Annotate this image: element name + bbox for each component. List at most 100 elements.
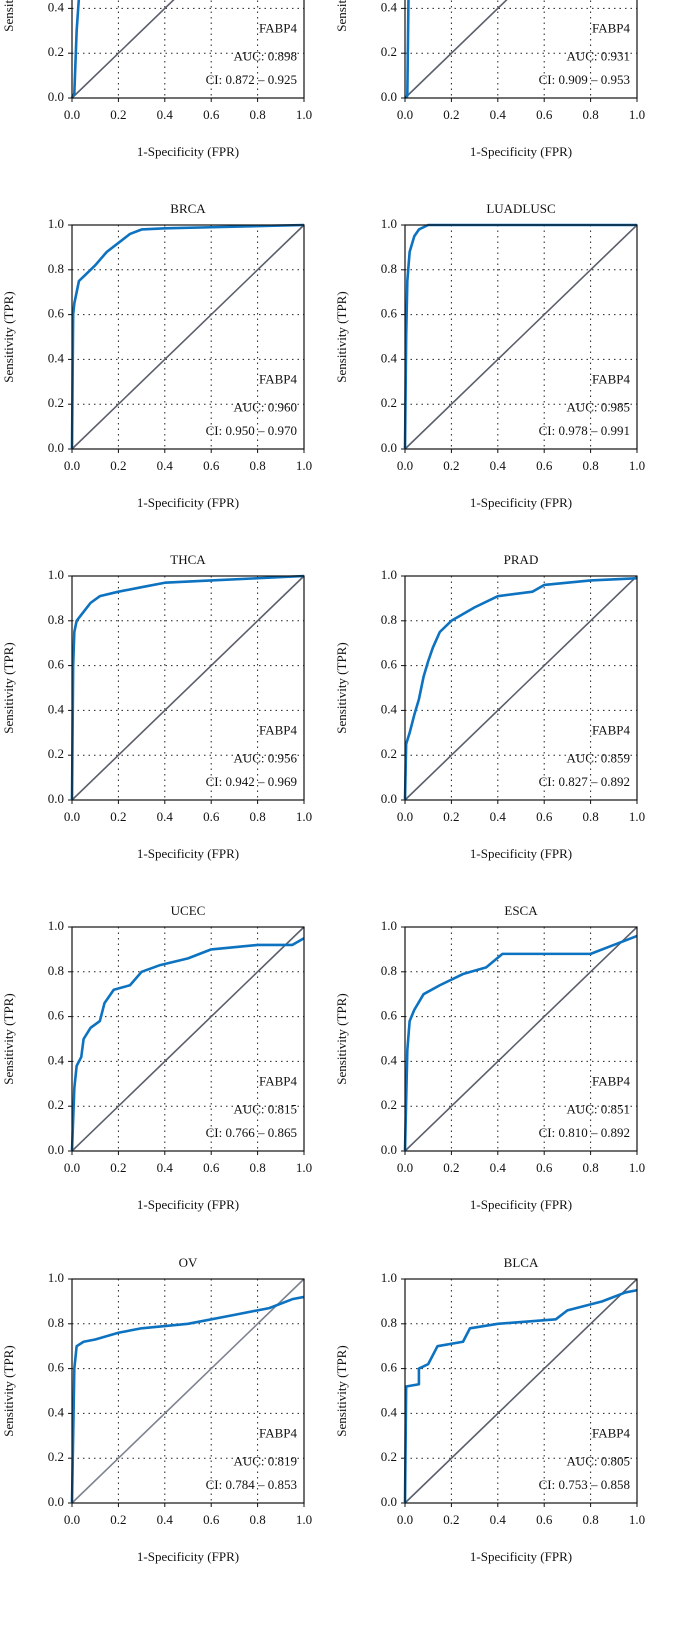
y-tick-label: 0.6 — [381, 1360, 398, 1375]
roc-panel: 0.00.20.40.60.81.00.00.20.40.60.81.01-Sp… — [1, 0, 312, 159]
x-tick-label: 1.0 — [629, 1160, 645, 1175]
x-tick-label: 0.6 — [203, 1512, 220, 1527]
annotation: FABP4 — [592, 372, 631, 387]
panel-title: OV — [179, 1255, 198, 1270]
y-tick-label: 0.4 — [48, 1052, 65, 1067]
x-tick-label: 0.8 — [582, 458, 598, 473]
x-tick-label: 1.0 — [296, 809, 312, 824]
y-tick-label: 0.8 — [381, 612, 397, 627]
y-tick-label: 0.2 — [381, 1097, 397, 1112]
x-tick-label: 0.8 — [582, 809, 598, 824]
annotation: CI: 0.784 – 0.853 — [206, 1477, 297, 1492]
panel-title: BLCA — [504, 1255, 539, 1270]
x-tick-label: 0.8 — [582, 1160, 598, 1175]
y-axis-label: Sensitivity (TPR) — [334, 993, 349, 1084]
y-tick-label: 0.4 — [48, 0, 65, 14]
reference-line — [404, 0, 508, 99]
x-tick-label: 0.2 — [110, 458, 126, 473]
x-tick-label: 0.8 — [582, 1512, 598, 1527]
x-axis-label: 1-Specificity (FPR) — [470, 1197, 572, 1212]
y-tick-label: 0.8 — [381, 1315, 397, 1330]
roc-panel: PRAD 0.0 0.2 0.4 0.6 0.8 1.0 0.0 0.2 0.4 0.6 0.8 1.0… — [334, 552, 645, 861]
annotation: CI: 0.766 – 0.865 — [206, 1125, 297, 1140]
x-tick-label: 0.2 — [443, 1160, 459, 1175]
x-tick-label: 0.6 — [536, 458, 553, 473]
x-tick-label: 1.0 — [629, 458, 645, 473]
annotation: AUC: 0.819 — [233, 1454, 297, 1469]
y-tick-label: 0.0 — [381, 89, 397, 104]
roc-panel: 0.00.20.40.60.81.00.00.20.40.60.81.01-Sp… — [334, 0, 645, 159]
x-tick-label: 0.2 — [443, 458, 459, 473]
roc-panel: ESCA 0.0 0.2 0.4 0.6 0.8 1.0 0.0 0.2 0.4 0.6 0.8 1.0… — [334, 903, 645, 1212]
y-tick-label: 1.0 — [48, 567, 64, 582]
plot-frame — [71, 926, 305, 1152]
plot-frame — [404, 1278, 638, 1504]
x-tick-label: 0.4 — [157, 809, 174, 824]
y-tick-label: 0.0 — [48, 791, 64, 806]
y-tick-label: 1.0 — [381, 1270, 397, 1285]
plot-frame — [404, 224, 638, 450]
plot-frame — [404, 0, 638, 99]
x-tick-label: 0.0 — [64, 107, 80, 122]
roc-curve — [70, 223, 305, 450]
annotation: AUC: 0.985 — [566, 400, 630, 415]
roc-curve — [70, 1295, 305, 1504]
x-tick-label: 1.0 — [296, 1512, 312, 1527]
y-axis-label: Sensitivity (TPR) — [1, 642, 16, 733]
y-axis-label: Sensitivity (TPR) — [334, 0, 349, 32]
roc-panel: UCEC 0.0 0.2 0.4 0.6 0.8 1.0 0.0 0.2 0.4 0.6 0.8 1.0… — [1, 903, 312, 1212]
annotation: FABP4 — [259, 1074, 298, 1089]
x-tick-label: 0.4 — [157, 458, 174, 473]
roc-panel: BRCA 0.0 0.2 0.4 0.6 0.8 1.0 0.0 0.2 0.4 0.6 0.8 1.0… — [1, 201, 312, 510]
x-tick-label: 0.2 — [110, 107, 126, 122]
y-tick-label: 0.4 — [381, 1052, 398, 1067]
y-tick-label: 1.0 — [381, 918, 397, 933]
annotation: CI: 0.827 – 0.892 — [539, 774, 630, 789]
y-tick-label: 0.2 — [48, 1097, 64, 1112]
y-tick-label: 0.6 — [48, 306, 65, 321]
x-tick-label: 0.6 — [203, 458, 220, 473]
x-tick-label: 0.6 — [536, 1512, 553, 1527]
x-tick-label: 0.4 — [490, 1160, 507, 1175]
x-axis-label: 1-Specificity (FPR) — [470, 846, 572, 861]
annotation: CI: 0.978 – 0.991 — [539, 423, 630, 438]
y-tick-label: 1.0 — [48, 918, 64, 933]
x-tick-label: 0.4 — [490, 458, 507, 473]
x-tick-label: 0.0 — [397, 458, 413, 473]
x-axis-label: 1-Specificity (FPR) — [470, 144, 572, 159]
reference-line — [71, 926, 305, 1152]
annotation: AUC: 0.805 — [566, 1454, 630, 1469]
y-tick-label: 0.0 — [381, 440, 397, 455]
x-tick-label: 0.4 — [157, 1512, 174, 1527]
x-tick-label: 0.0 — [64, 809, 80, 824]
y-axis-label: Sensitivity (TPR) — [334, 291, 349, 382]
roc-panel: BLCA 0.0 0.2 0.4 0.6 0.8 1.0 0.0 0.2 0.4 0.6 0.8 1.0… — [334, 1255, 645, 1564]
y-tick-label: 0.6 — [48, 1360, 65, 1375]
y-axis-label: Sensitivity (TPR) — [334, 1345, 349, 1436]
x-tick-label: 0.6 — [203, 107, 220, 122]
x-tick-label: 0.0 — [397, 107, 413, 122]
annotation: CI: 0.950 – 0.970 — [206, 423, 297, 438]
x-tick-label: 0.6 — [536, 107, 553, 122]
annotation: AUC: 0.898 — [233, 49, 297, 64]
reference-line — [71, 224, 305, 450]
y-tick-label: 0.0 — [381, 791, 397, 806]
roc-curve — [404, 0, 410, 99]
y-axis-label: Sensitivity (TPR) — [1, 1345, 16, 1436]
y-tick-label: 0.0 — [48, 1494, 64, 1509]
x-axis-label: 1-Specificity (FPR) — [470, 495, 572, 510]
y-tick-label: 0.4 — [381, 0, 398, 14]
plot-frame — [404, 926, 638, 1152]
roc-curve — [70, 574, 305, 801]
x-tick-label: 0.0 — [397, 1160, 413, 1175]
y-tick-label: 0.6 — [381, 657, 398, 672]
x-tick-label: 0.0 — [397, 1512, 413, 1527]
annotation: AUC: 0.851 — [566, 1102, 630, 1117]
reference-line — [404, 575, 638, 801]
x-axis-label: 1-Specificity (FPR) — [137, 846, 239, 861]
x-tick-label: 0.4 — [157, 107, 174, 122]
x-tick-label: 1.0 — [629, 107, 645, 122]
annotation: AUC: 0.859 — [566, 751, 630, 766]
x-tick-label: 0.2 — [443, 809, 459, 824]
